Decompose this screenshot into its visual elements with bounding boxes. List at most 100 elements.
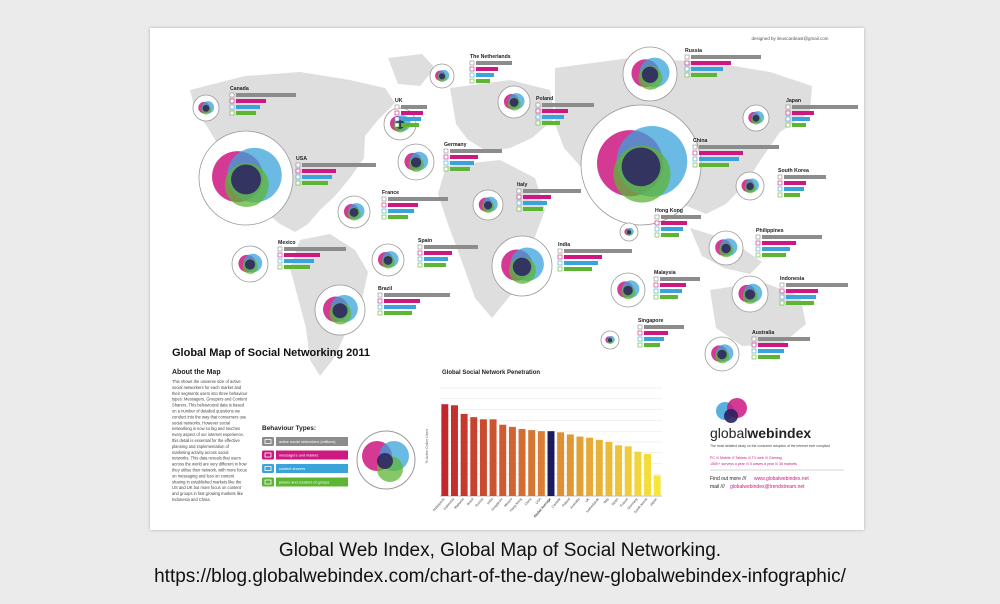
groupers-bar (424, 263, 446, 267)
sharers-bar (564, 261, 598, 265)
brand-name: globalwebindex (710, 425, 811, 441)
sharers-bar (786, 295, 816, 299)
bar-australia (576, 436, 584, 496)
bar-global-average (547, 431, 555, 496)
messagers-bar (784, 181, 806, 185)
country-name: USA (296, 156, 307, 162)
mail-label: mail /// (710, 484, 725, 490)
category-label: Malaysia (453, 497, 465, 510)
about-line: on messaging and less on content (172, 473, 235, 478)
behaviour-label: content sharers (279, 467, 305, 471)
country-philippines: Philippines (755, 228, 822, 258)
messagers-bar (792, 111, 814, 115)
core-overlap (721, 243, 731, 254)
venn-usa (198, 130, 294, 226)
active-bar (384, 293, 450, 297)
brand-website[interactable]: www.globalwebindex.net (754, 476, 809, 482)
sharers-icon (516, 200, 522, 206)
sharers-bar (450, 161, 474, 165)
behaviour-label: messagers and mailers (279, 454, 318, 458)
category-label: Poland (561, 497, 571, 508)
groupers-icon (295, 180, 301, 186)
groupers-bar (660, 295, 678, 299)
groupers-bar (762, 253, 786, 257)
country-indonesia: Indonesia (779, 276, 848, 306)
groupers-bar (388, 215, 408, 219)
active-bar (786, 283, 848, 287)
behaviour-group: joiners and creators of groups (262, 477, 348, 487)
venn-china (580, 104, 702, 226)
sharers-bar (758, 349, 784, 353)
behaviour-venn (356, 430, 416, 490)
brand-stats-2: 150K+ surveys a year /// 5 waves a year … (710, 462, 797, 466)
about-line: marketing activity across social (172, 450, 229, 455)
country-name: Brazil (378, 286, 393, 292)
messagers-icon (777, 180, 783, 186)
about-line: networks. This data reveals that users (172, 456, 241, 461)
groupers-icon (653, 294, 659, 300)
about-line: conduct into the way that consumers use (172, 414, 247, 419)
groupers-icon (394, 122, 400, 128)
venn-australia (704, 336, 740, 372)
messagers-icon (557, 254, 563, 260)
country-name: Canada (230, 86, 249, 92)
groupers-bar (236, 111, 256, 115)
bar-japan (653, 475, 661, 496)
active-icon (516, 188, 522, 194)
category-label: UK (584, 497, 591, 504)
sharers-icon (381, 208, 387, 214)
active-icon (751, 336, 757, 342)
country-the-netherlands: The Netherlands (469, 54, 512, 84)
about-line: types: Messagers, Groupers and Content (172, 397, 248, 402)
messagers-icon (516, 194, 522, 200)
active-icon (394, 104, 400, 110)
sharers-bar (384, 305, 416, 309)
messagers-bar (542, 109, 568, 113)
behaviour-bar (276, 464, 348, 473)
sharers-icon (755, 246, 761, 252)
brand-email[interactable]: globalwebindex@trendstream.net (730, 484, 805, 490)
category-label: USA (535, 497, 543, 505)
active-bar (424, 245, 478, 249)
sharers-icon (469, 72, 475, 78)
venn-italy (472, 189, 504, 221)
groupers-icon (516, 206, 522, 212)
active-icon (381, 196, 387, 202)
active-icon (637, 324, 643, 330)
country-south-korea: South Korea (777, 168, 826, 198)
active-icon (417, 244, 423, 250)
category-label: Brazil (466, 497, 475, 506)
behaviour-message: messagers and mailers (262, 450, 348, 460)
country-name: Italy (517, 182, 527, 188)
country-name: South Korea (778, 168, 809, 174)
core-overlap (383, 255, 393, 265)
country-name: India (558, 242, 570, 248)
active-icon (229, 92, 235, 98)
groupers-icon (751, 354, 757, 360)
category-label: Japan (649, 497, 658, 507)
venn-philippines (708, 230, 744, 266)
group-icon (262, 477, 274, 487)
category-label: France (619, 497, 629, 508)
bar-netherlands (595, 439, 603, 496)
groupers-bar (699, 163, 729, 167)
messagers-icon (751, 342, 757, 348)
core-overlap (410, 157, 422, 168)
messagers-bar (236, 99, 266, 103)
groupers-bar (786, 301, 814, 305)
brand-tagline: The most detailed study on the consumer … (710, 444, 830, 448)
country-canada: Canada (229, 86, 296, 116)
country-usa: USA (295, 156, 376, 186)
find-out-more: Find out more /// (710, 476, 747, 482)
venn-brazil (314, 284, 366, 336)
about-line: social networkers for each market and (172, 385, 242, 390)
country-singapore: Singapore (637, 318, 684, 348)
active-bar (542, 103, 594, 107)
bar-philippines (441, 404, 449, 496)
messagers-bar (660, 283, 686, 287)
core-overlap (332, 303, 348, 319)
core-overlap (438, 73, 446, 80)
active-bar (784, 175, 826, 179)
venn-russia (622, 46, 678, 102)
caption-line-2[interactable]: https://blog.globalwebindex.com/chart-of… (154, 566, 846, 587)
